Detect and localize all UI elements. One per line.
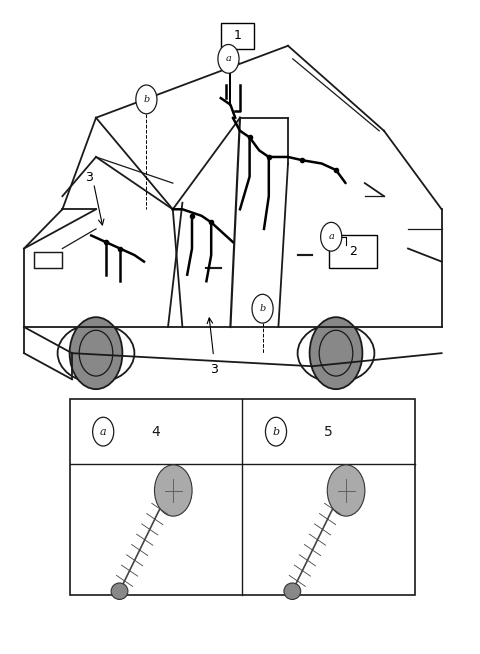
Text: 1: 1 [234,29,241,43]
Text: 3: 3 [85,171,93,184]
Circle shape [136,85,157,114]
Bar [221,23,254,49]
Text: a: a [328,232,334,241]
Circle shape [155,465,192,516]
Text: 2: 2 [349,245,357,258]
Bar [34,252,62,268]
Circle shape [252,294,273,323]
Circle shape [321,222,342,251]
Ellipse shape [111,583,128,600]
Circle shape [70,317,122,389]
Circle shape [265,417,287,446]
Text: 3: 3 [210,363,217,376]
Bar [70,399,415,595]
Text: 4: 4 [152,424,160,439]
Circle shape [327,465,365,516]
Text: a: a [226,54,231,63]
Text: b: b [259,304,266,313]
Ellipse shape [284,583,300,600]
Circle shape [93,417,114,446]
Circle shape [310,317,362,389]
Text: b: b [273,426,279,437]
Bar [329,235,377,268]
Text: 5: 5 [324,424,333,439]
Text: b: b [143,95,150,104]
Text: a: a [100,426,107,437]
Circle shape [218,44,239,73]
